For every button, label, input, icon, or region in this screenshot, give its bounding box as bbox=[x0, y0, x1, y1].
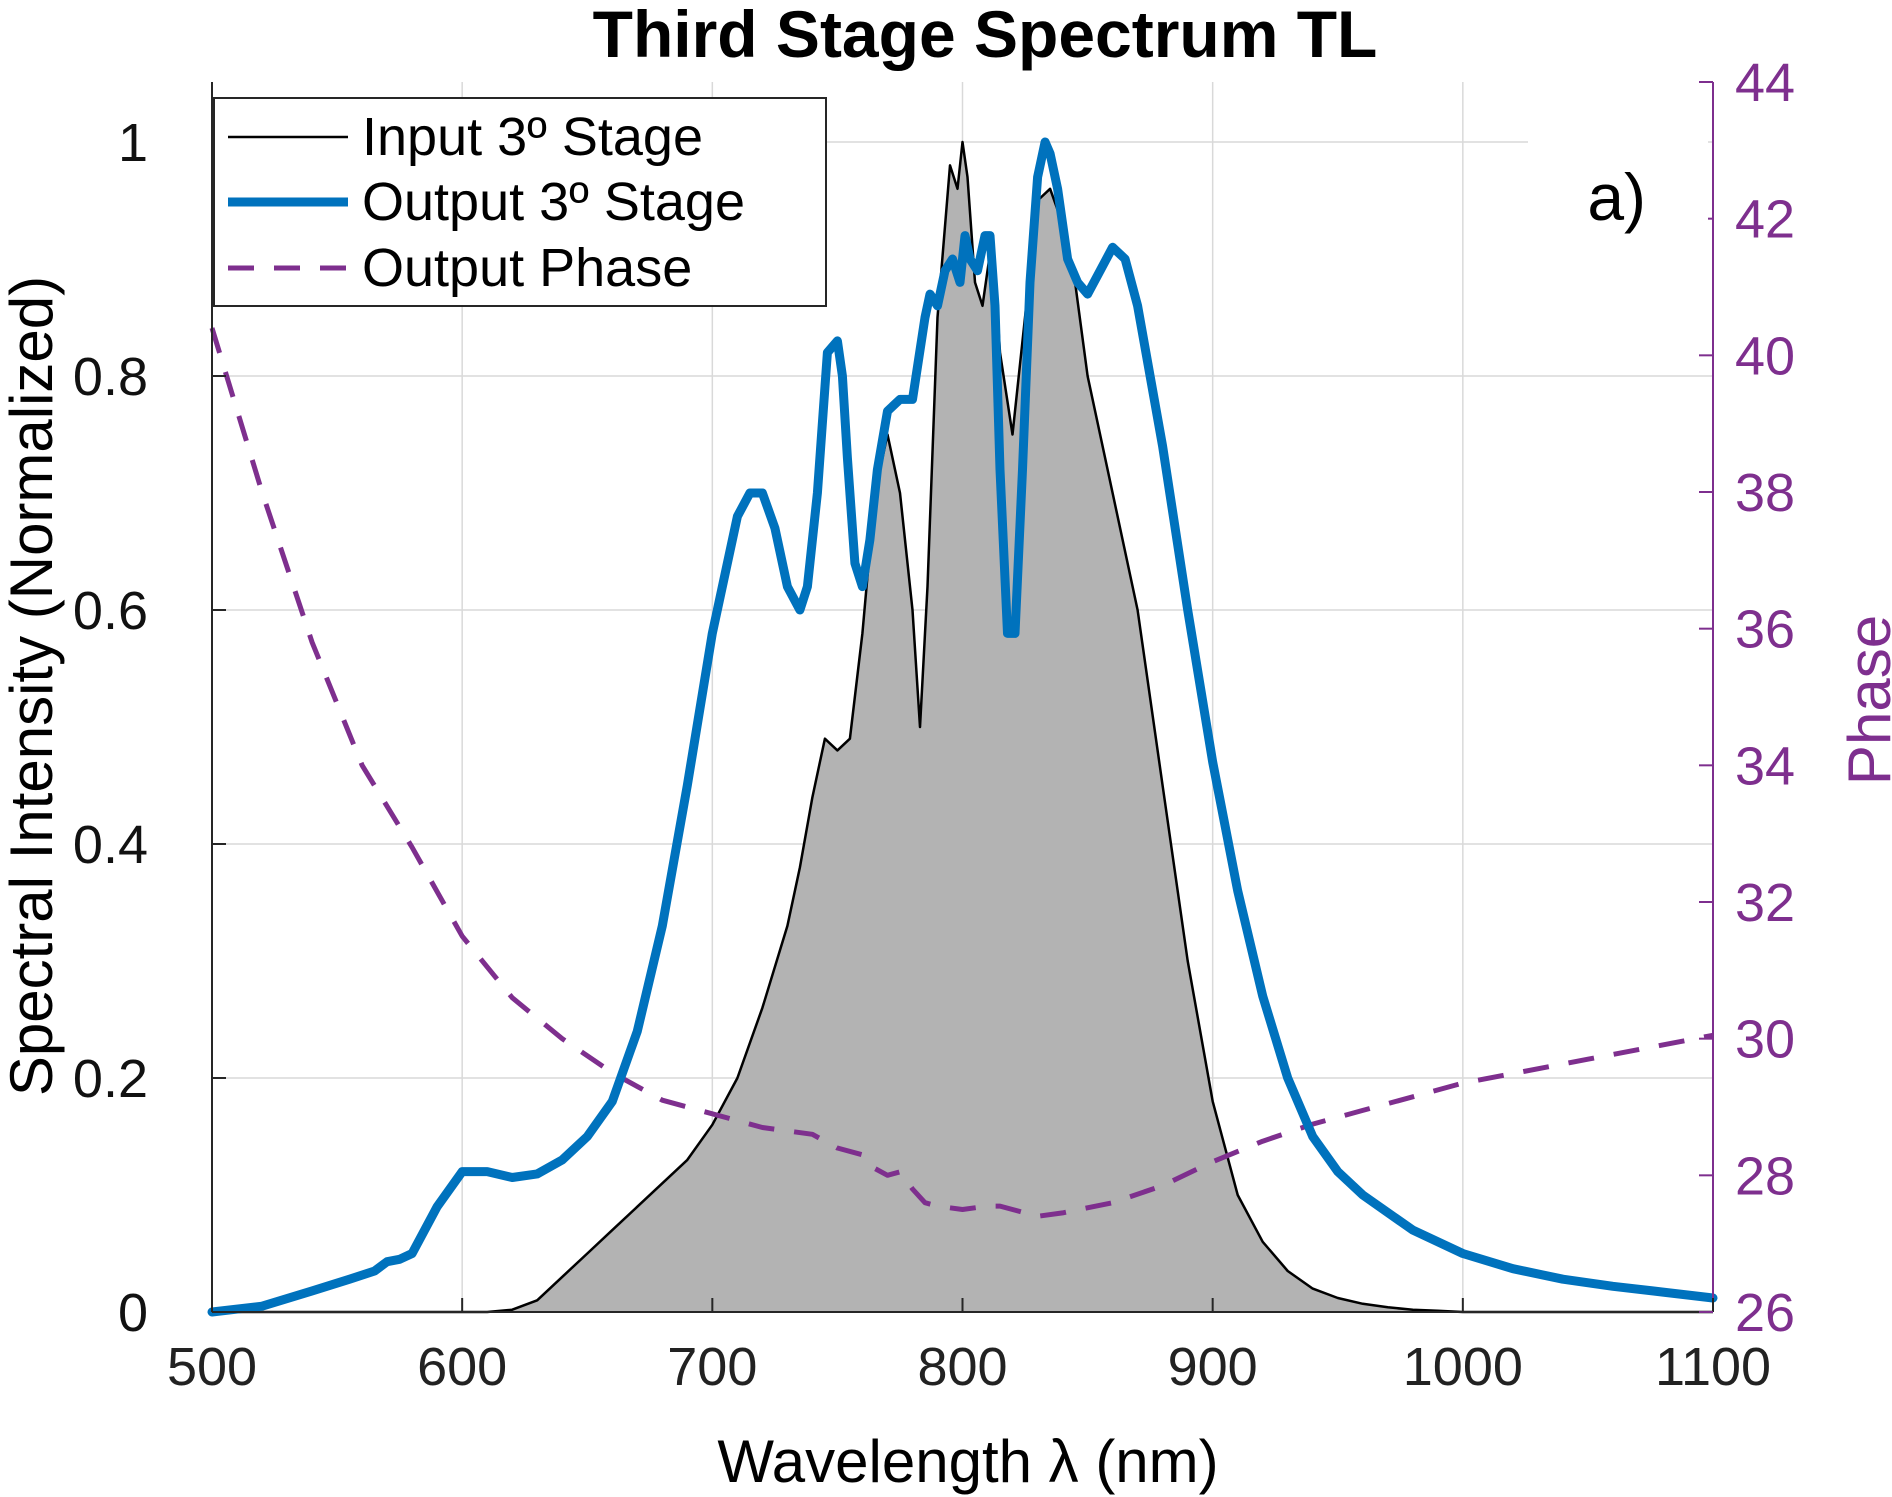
x-axis-label: Wavelength λ (nm) bbox=[717, 1428, 1218, 1495]
y2-tick-label-5: 36 bbox=[1735, 600, 1795, 660]
x-tick-label-5: 1000 bbox=[1403, 1337, 1523, 1397]
input-fill-area bbox=[212, 142, 1713, 1312]
chart-title: Third Stage Spectrum TL bbox=[593, 0, 1378, 71]
x-tick-label-4: 900 bbox=[1168, 1337, 1258, 1397]
legend-label-input: Input 3º Stage bbox=[362, 107, 703, 167]
legend-label-phase: Output Phase bbox=[362, 238, 692, 298]
input-spectrum-fill bbox=[212, 142, 1713, 1312]
y2-axis-label: Phase bbox=[1836, 615, 1892, 785]
x-tick-label-1: 600 bbox=[417, 1337, 507, 1397]
x-tick-label-3: 800 bbox=[917, 1337, 1007, 1397]
axes bbox=[211, 81, 1714, 1313]
y-tick-label-1: 0.2 bbox=[73, 1049, 148, 1109]
y-tick-label-5: 1 bbox=[118, 113, 148, 173]
y-tick-label-0: 0 bbox=[118, 1283, 148, 1343]
y2-tick-label-2: 30 bbox=[1735, 1010, 1795, 1070]
panel-label-bg bbox=[1528, 140, 1708, 240]
y2-tick-label-9: 44 bbox=[1735, 53, 1795, 113]
x-tick-label-6: 1100 bbox=[1655, 1337, 1771, 1397]
x-tick-label-2: 700 bbox=[667, 1337, 757, 1397]
legend: Input 3º Stage Output 3º Stage Output Ph… bbox=[213, 97, 827, 307]
output-phase-line bbox=[209, 327, 1714, 1219]
y2-tick-label-0: 26 bbox=[1735, 1283, 1795, 1343]
y-tick-label-4: 0.8 bbox=[73, 347, 148, 407]
y2-tick-label-8: 42 bbox=[1735, 190, 1795, 250]
legend-label-output: Output 3º Stage bbox=[362, 172, 745, 232]
y2-tick-label-3: 32 bbox=[1735, 873, 1795, 933]
y-tick-label-2: 0.4 bbox=[73, 815, 148, 875]
y2-tick-label-1: 28 bbox=[1735, 1146, 1795, 1206]
y2-tick-label-4: 34 bbox=[1735, 736, 1795, 796]
y2-tick-label-7: 40 bbox=[1735, 326, 1795, 386]
y-axis-label: Spectral Intensity (Normalized) bbox=[0, 276, 65, 1096]
output-spectrum-line bbox=[207, 137, 1718, 1317]
input-spectrum-line bbox=[212, 140, 1713, 1314]
y2-tick-label-6: 38 bbox=[1735, 463, 1795, 523]
panel-label: a) bbox=[1587, 160, 1646, 234]
y-tick-label-3: 0.6 bbox=[73, 581, 148, 641]
tick-labels: 500 600 700 800 900 1000 1100 0 0.2 0.4 0.6 0.8 1 26 2… bbox=[73, 53, 1795, 1397]
series-layer bbox=[207, 137, 1718, 1317]
x-tick-label-0: 500 bbox=[167, 1337, 257, 1397]
